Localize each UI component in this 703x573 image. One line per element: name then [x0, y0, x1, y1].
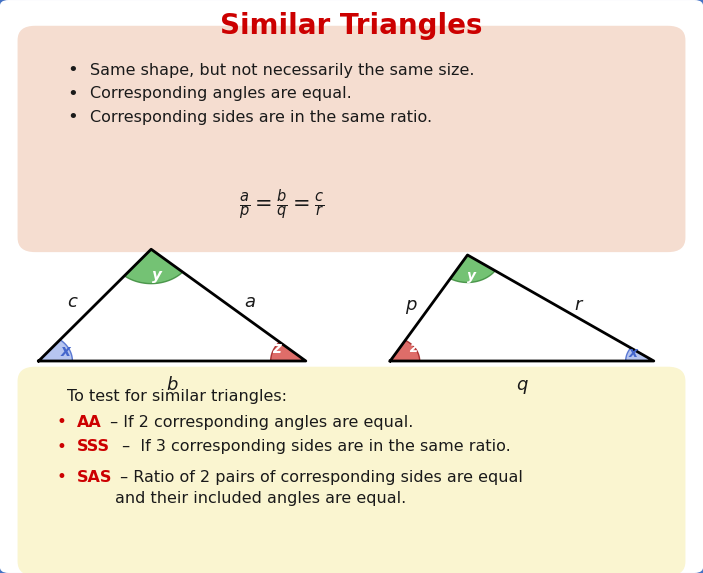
Text: AA: AA: [77, 415, 102, 430]
Text: •: •: [67, 85, 77, 103]
Text: •: •: [57, 438, 67, 456]
Text: •: •: [57, 413, 67, 431]
Text: c: c: [67, 293, 77, 311]
Text: q: q: [516, 376, 528, 394]
Text: To test for similar triangles:: To test for similar triangles:: [67, 389, 287, 404]
Text: –  If 3 corresponding sides are in the same ratio.: – If 3 corresponding sides are in the sa…: [117, 439, 510, 454]
Polygon shape: [626, 348, 654, 361]
Text: z: z: [409, 342, 418, 355]
Text: SAS: SAS: [77, 470, 112, 485]
Text: y: y: [152, 268, 162, 283]
Text: •: •: [67, 108, 77, 127]
FancyBboxPatch shape: [18, 26, 685, 252]
Polygon shape: [390, 340, 420, 361]
Text: y: y: [467, 269, 475, 283]
Text: – Ratio of 2 pairs of corresponding sides are equal: – Ratio of 2 pairs of corresponding side…: [115, 470, 522, 485]
Text: Same shape, but not necessarily the same size.: Same shape, but not necessarily the same…: [90, 63, 475, 78]
Polygon shape: [39, 340, 72, 361]
Text: $\frac{a}{p} = \frac{b}{q} = \frac{c}{r}$: $\frac{a}{p} = \frac{b}{q} = \frac{c}{r}…: [238, 187, 324, 222]
Text: r: r: [574, 296, 582, 314]
Text: Corresponding sides are in the same ratio.: Corresponding sides are in the same rati…: [90, 110, 432, 125]
Text: x: x: [60, 344, 70, 359]
Text: Corresponding angles are equal.: Corresponding angles are equal.: [90, 87, 352, 101]
Text: •: •: [67, 61, 77, 80]
Text: x: x: [628, 346, 637, 360]
Polygon shape: [124, 249, 183, 284]
Polygon shape: [271, 342, 306, 361]
Text: b: b: [167, 376, 178, 394]
Text: p: p: [405, 296, 416, 314]
Polygon shape: [450, 255, 495, 282]
Text: SSS: SSS: [77, 439, 110, 454]
Text: – If 2 corresponding angles are equal.: – If 2 corresponding angles are equal.: [105, 415, 414, 430]
Text: z: z: [272, 341, 280, 356]
Text: and their included angles are equal.: and their included angles are equal.: [115, 491, 406, 506]
Text: a: a: [244, 293, 255, 311]
Text: •: •: [57, 468, 67, 486]
Text: Similar Triangles: Similar Triangles: [220, 12, 483, 40]
FancyBboxPatch shape: [18, 367, 685, 573]
